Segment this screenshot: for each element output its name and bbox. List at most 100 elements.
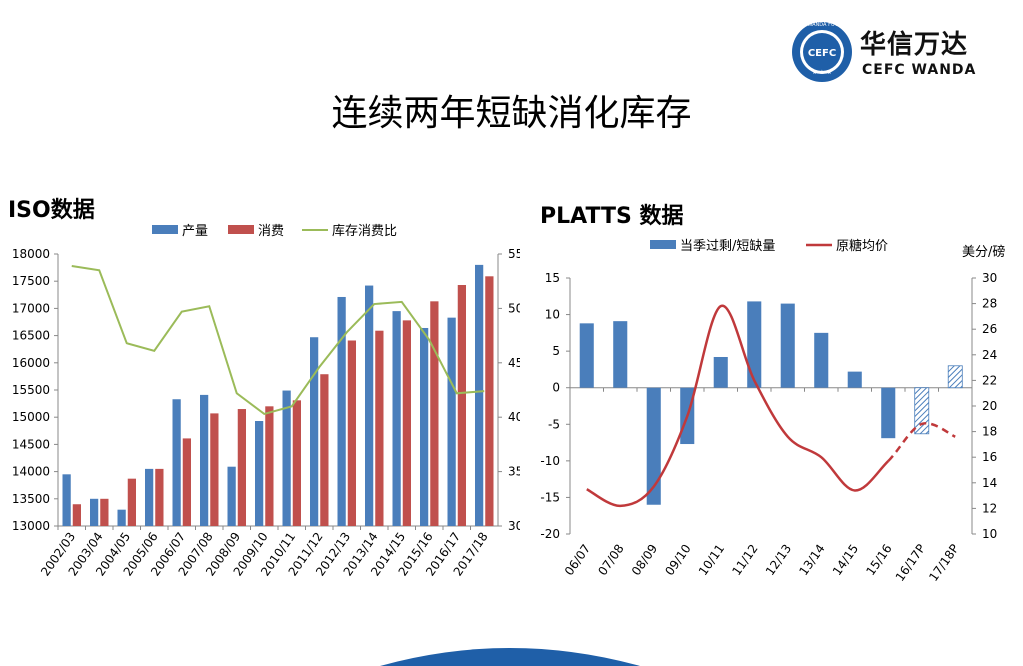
iso-bar-production [255, 421, 264, 526]
iso-bar-production [117, 509, 126, 526]
platts-y-tick-label: -15 [540, 490, 560, 504]
iso-bar-consumption [485, 276, 494, 526]
platts-bar-balance [847, 371, 862, 388]
iso-bar-production [227, 466, 236, 526]
iso-line-stock-ratio [71, 264, 485, 416]
platts-y2-tick-label: 12 [982, 501, 997, 515]
iso-bar-consumption [402, 320, 411, 526]
logo-text-cn: 华信万达 [860, 30, 969, 60]
iso-chart: 13000 13500 14000 14500 15000 15500 16000 16500… [12, 223, 520, 579]
platts-y2-tick-label: 18 [982, 425, 997, 439]
iso-y2-tick-label: 30% [508, 519, 520, 533]
platts-y-tick-label: -10 [540, 454, 560, 468]
platts-bar-balance [713, 356, 728, 388]
iso-y2-tick-label: 50% [508, 301, 520, 315]
iso-bar-production [62, 474, 71, 526]
iso-legend-swatch-consumption [228, 225, 254, 234]
logo-badge-text: CEFC [808, 48, 836, 59]
iso-y-tick-label: 17500 [12, 274, 50, 288]
platts-y2-tick-label: 14 [982, 476, 997, 490]
iso-bar-consumption [320, 374, 329, 526]
iso-bar-consumption [182, 438, 191, 526]
platts-line-price-forecast [887, 421, 956, 462]
company-logo: CEFC WANDA FUTURES CEFC ★ ★ ★ 华信万达 CEFC … [790, 22, 990, 82]
iso-y2-tick-label: 55% [508, 247, 520, 261]
logo-emblem: CEFC WANDA FUTURES CEFC ★ ★ ★ [792, 22, 852, 82]
iso-y-tick-label: 15500 [12, 383, 50, 397]
platts-chart: -20 -15 -10 -5 0 5 10 15 10 12 14 16 18 20 22 24 26 28 30 美… [540, 238, 1005, 584]
platts-bar-balance [947, 365, 963, 389]
iso-bar-consumption [155, 468, 164, 526]
platts-legend-swatch-balance [650, 240, 676, 249]
platts-y2-tick-label: 20 [982, 399, 997, 413]
platts-bar-balance [579, 323, 594, 388]
platts-line-price [586, 304, 890, 508]
platts-bar-balance [646, 387, 661, 505]
iso-y2-tick-label: 40% [508, 410, 520, 424]
iso-legend-production: 产量 [182, 224, 208, 239]
iso-bar-consumption [100, 498, 109, 526]
iso-y-tick-label: 17000 [12, 301, 50, 315]
iso-y-tick-label: 13500 [12, 492, 50, 506]
iso-bar-production [475, 264, 484, 526]
iso-y-tick-label: 13000 [12, 519, 50, 533]
iso-bar-production [310, 337, 319, 526]
platts-bar-balance [613, 321, 628, 388]
iso-bar-production [365, 285, 374, 526]
iso-y-tick-label: 15000 [12, 410, 50, 424]
platts-y2-tick-label: 30 [982, 271, 997, 285]
platts-y-tick-label: 10 [545, 308, 560, 322]
platts-bar-balance [780, 303, 795, 388]
iso-section-title: ISO数据 [8, 198, 95, 223]
iso-bar-consumption [72, 504, 81, 526]
platts-legend-balance: 当季过剩/短缺量 [680, 239, 775, 254]
iso-y-tick-label: 16500 [12, 329, 50, 343]
iso-y-tick-label: 14500 [12, 437, 50, 451]
platts-bar-balance [881, 387, 896, 439]
svg-text:★ ★ ★: ★ ★ ★ [812, 69, 832, 76]
logo-text-en: CEFC WANDA [862, 62, 977, 78]
platts-y-tick-label: -20 [540, 527, 560, 541]
iso-y-tick-label: 18000 [12, 247, 50, 261]
iso-bar-consumption [265, 406, 274, 526]
platts-y2-tick-label: 26 [982, 322, 997, 336]
platts-y-tick-label: -5 [548, 417, 560, 431]
iso-bar-consumption [127, 478, 136, 526]
platts-y2-tick-label: 22 [982, 373, 997, 387]
iso-legend-swatch-production [152, 225, 178, 234]
logo-ring-text: CEFC WANDA FUTURES [793, 22, 851, 28]
iso-legend-ratio: 库存消费比 [332, 223, 397, 239]
iso-bar-production [200, 394, 209, 526]
iso-bar-production [447, 317, 456, 526]
platts-y2-unit: 美分/磅 [962, 244, 1005, 260]
iso-bar-production [90, 498, 99, 526]
iso-bar-production [282, 390, 291, 526]
platts-section-title: PLATTS 数据 [540, 204, 684, 229]
iso-y2-tick-label: 35% [508, 465, 520, 479]
iso-bar-production [145, 468, 154, 526]
platts-bar-balance [747, 301, 762, 388]
iso-bar-production [337, 296, 346, 526]
iso-bar-consumption [237, 409, 246, 526]
iso-bar-consumption [375, 330, 384, 526]
iso-bar-consumption [292, 400, 301, 526]
platts-y2-tick-label: 24 [982, 348, 997, 362]
platts-y2-tick-label: 16 [982, 450, 997, 464]
iso-bar-consumption [457, 285, 466, 526]
iso-bar-consumption [347, 340, 356, 526]
platts-y-tick-label: 0 [552, 381, 560, 395]
iso-bar-production [172, 399, 181, 526]
iso-y-tick-label: 14000 [12, 465, 50, 479]
iso-bar-consumption [210, 413, 219, 526]
platts-y2-tick-label: 10 [982, 527, 997, 541]
iso-y-tick-label: 16000 [12, 356, 50, 370]
platts-y2-tick-label: 28 [982, 297, 997, 311]
platts-y-tick-label: 15 [545, 271, 560, 285]
iso-bar-production [392, 311, 401, 526]
platts-bar-balance [814, 332, 829, 388]
platts-legend-price: 原糖均价 [836, 238, 888, 254]
platts-y-tick-label: 5 [552, 344, 560, 358]
iso-bar-production [420, 327, 429, 526]
iso-y2-tick-label: 45% [508, 356, 520, 370]
